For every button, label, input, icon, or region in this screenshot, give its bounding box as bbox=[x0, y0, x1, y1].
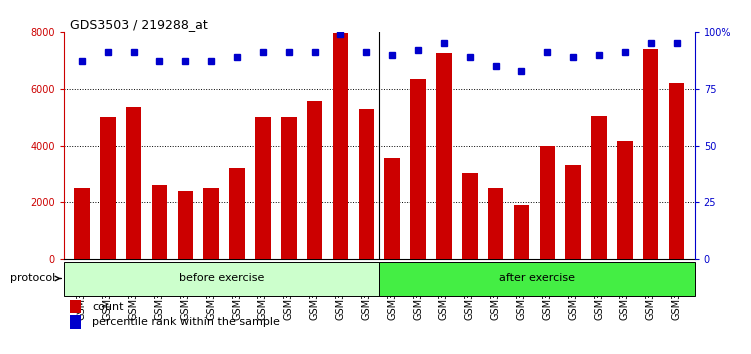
FancyBboxPatch shape bbox=[379, 262, 695, 296]
Bar bbox=[255, 117, 270, 259]
Bar bbox=[436, 53, 451, 259]
Bar bbox=[70, 315, 82, 329]
Bar bbox=[462, 172, 478, 259]
Bar bbox=[488, 188, 503, 259]
FancyBboxPatch shape bbox=[64, 262, 379, 296]
Bar bbox=[152, 185, 167, 259]
Bar bbox=[229, 168, 245, 259]
Bar bbox=[74, 188, 89, 259]
Bar bbox=[204, 188, 219, 259]
Text: count: count bbox=[92, 302, 124, 312]
Bar bbox=[643, 49, 659, 259]
Text: before exercise: before exercise bbox=[179, 274, 264, 284]
Bar bbox=[100, 117, 116, 259]
Bar bbox=[281, 117, 297, 259]
Bar bbox=[566, 165, 581, 259]
Bar bbox=[177, 191, 193, 259]
Bar bbox=[333, 33, 348, 259]
Text: GDS3503 / 219288_at: GDS3503 / 219288_at bbox=[70, 18, 208, 31]
Bar bbox=[617, 141, 632, 259]
Bar bbox=[307, 102, 322, 259]
Bar bbox=[126, 107, 141, 259]
Bar bbox=[70, 300, 82, 314]
Bar bbox=[591, 116, 607, 259]
Text: percentile rank within the sample: percentile rank within the sample bbox=[92, 317, 280, 327]
Text: protocol: protocol bbox=[11, 274, 61, 284]
Bar bbox=[385, 158, 400, 259]
Bar bbox=[669, 83, 684, 259]
Text: after exercise: after exercise bbox=[499, 274, 575, 284]
Bar bbox=[514, 205, 529, 259]
Bar bbox=[410, 79, 426, 259]
Bar bbox=[539, 145, 555, 259]
Bar bbox=[358, 109, 374, 259]
